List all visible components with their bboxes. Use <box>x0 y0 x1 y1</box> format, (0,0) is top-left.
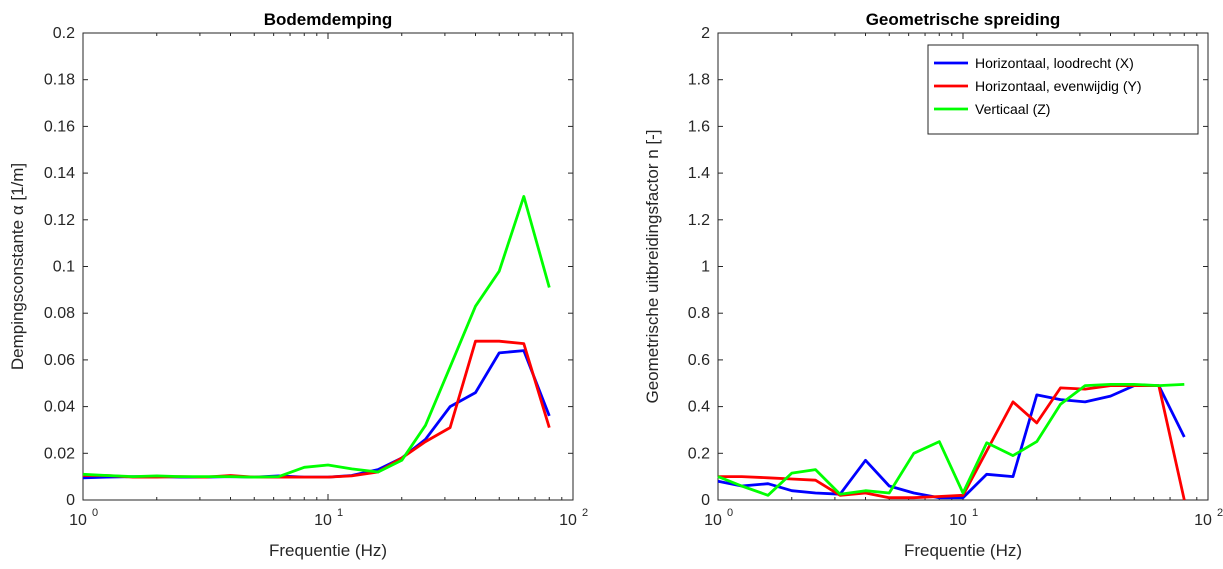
chart1-ytick-label: 0.14 <box>44 165 75 182</box>
chart1-ytick-label: 0.12 <box>44 212 75 229</box>
chart2-ytick-label: 1.4 <box>688 165 710 182</box>
chart1-xtick-exponent: 0 <box>92 507 98 519</box>
chart2-ytick-label: 1.2 <box>688 212 710 229</box>
chart2-xtick-label: 10 <box>704 512 722 529</box>
chart1-series-3-line <box>82 194 551 479</box>
chart1-ytick-label: 0.16 <box>44 118 75 135</box>
chart1-plot-area <box>82 32 574 501</box>
chart2-ytick-label: 2 <box>701 25 710 42</box>
chart2-xtick-label: 10 <box>949 512 967 529</box>
chart2-xtick-exponent: 0 <box>727 507 733 519</box>
chart2-ylabel: Geometrische uitbreidingsfactor n [-] <box>643 129 662 403</box>
chart2-xlabel: Frequentie (Hz) <box>904 541 1022 560</box>
chart2-ytick-label: 1.6 <box>688 118 710 135</box>
chart1-ytick-label: 0.06 <box>44 352 75 369</box>
chart1-ylabel: Dempingsconstante α [1/m] <box>8 163 27 370</box>
chart2-ytick-label: 0.2 <box>688 445 710 462</box>
chart1-xtick-label: 10 <box>559 512 577 529</box>
chart2-series-3-line <box>717 382 1185 497</box>
chart2-legend-label: Horizontaal, evenwijdig (Y) <box>975 78 1142 94</box>
chart2-series-2-line <box>718 384 1186 501</box>
chart2-ytick-label: 1 <box>701 259 710 276</box>
chart2-ytick-label: 0.8 <box>688 305 710 322</box>
chart2-xtick-exponent: 1 <box>972 507 978 519</box>
chart2-legend-box <box>927 44 1199 135</box>
chart1-xtick-label: 10 <box>314 512 332 529</box>
chart2-ytick-label: 0 <box>701 492 710 509</box>
chart1-xtick-label: 10 <box>69 512 87 529</box>
chart1-xlabel: Frequentie (Hz) <box>269 541 387 560</box>
chart1-xtick-exponent: 2 <box>582 507 588 519</box>
chart1-ytick-label: 0.04 <box>44 399 75 416</box>
chart2-ytick-label: 1.8 <box>688 72 710 89</box>
chart2-legend: Horizontaal, loodrecht (X) Horizontaal, e… <box>927 44 1199 135</box>
chart1-ytick-label: 0.1 <box>53 259 75 276</box>
chart1-title: Bodemdemping <box>264 10 392 29</box>
chart2-xtick-label: 10 <box>1194 512 1212 529</box>
chart1-ytick-label: 0.18 <box>44 72 75 89</box>
chart2-ytick-label: 0.6 <box>688 352 710 369</box>
chart2-xtick-exponent: 2 <box>1217 507 1223 519</box>
chart2-ytick-label: 0.4 <box>688 399 710 416</box>
chart1-ytick-label: 0.08 <box>44 305 75 322</box>
chart1-ytick-label: 0.02 <box>44 445 75 462</box>
chart2-series-1-line <box>717 384 1186 500</box>
chart1-xtick-exponent: 1 <box>337 507 343 519</box>
chart1-ytick-label: 0 <box>66 492 75 509</box>
chart1-ytick-label: 0.2 <box>53 25 75 42</box>
chart2-legend-label: Horizontaal, loodrecht (X) <box>975 55 1134 71</box>
chart2-title: Geometrische spreiding <box>866 10 1061 29</box>
chart2-legend-label: Verticaal (Z) <box>975 101 1050 117</box>
